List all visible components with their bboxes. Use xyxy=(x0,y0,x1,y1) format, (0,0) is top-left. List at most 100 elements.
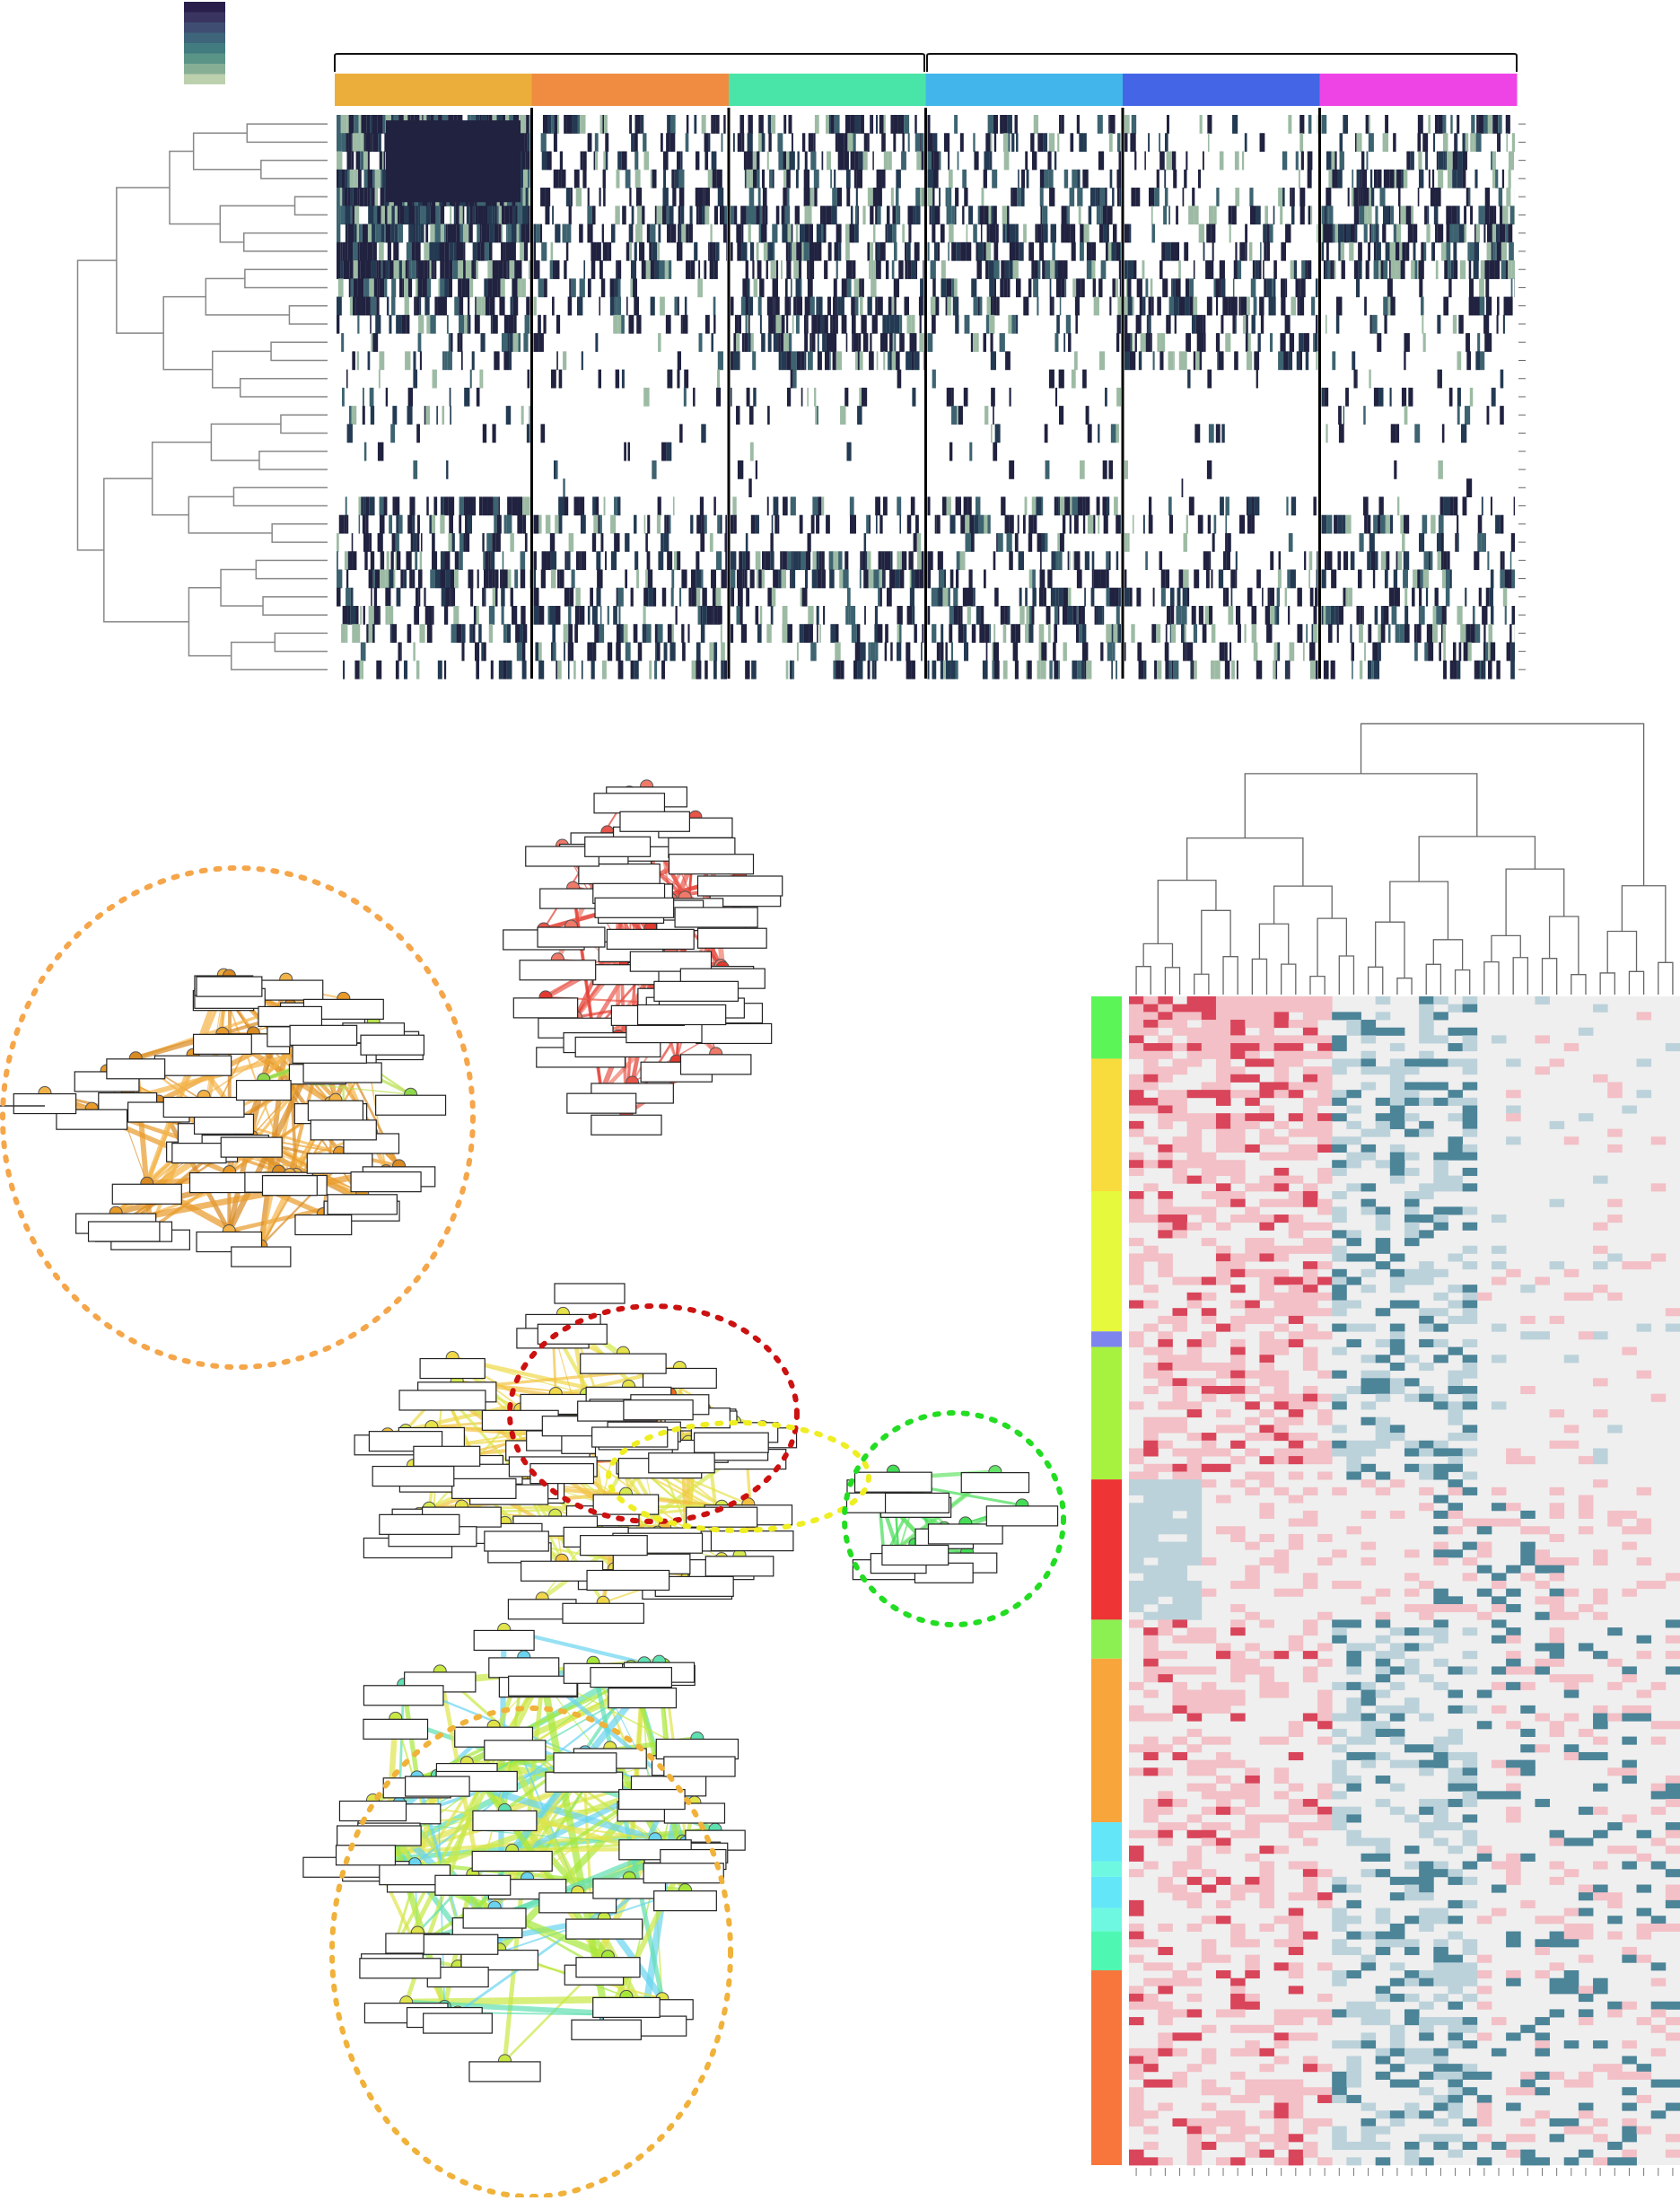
node-label-box xyxy=(664,1757,735,1776)
heatmap-cell xyxy=(1016,133,1018,152)
heatmap-cell xyxy=(1258,260,1261,279)
heatmap-cell xyxy=(810,642,816,661)
heatmap-cell xyxy=(523,333,528,352)
heatmap-cell xyxy=(1492,170,1495,189)
heatmap-cell xyxy=(890,642,892,661)
heatmap-cell xyxy=(1285,315,1291,334)
heatmap-cell xyxy=(1216,188,1219,206)
node-label-box xyxy=(669,855,753,874)
heatmap-cell xyxy=(1090,188,1095,206)
heatmap-cell xyxy=(1396,624,1400,643)
heatmap-cell xyxy=(717,515,721,534)
heatmap-cell xyxy=(738,460,743,479)
heatmap-cell xyxy=(741,297,745,316)
heatmap-cell xyxy=(1317,1004,1333,1013)
heatmap-cell xyxy=(1463,1153,1478,1161)
heatmap-cell xyxy=(749,188,755,206)
heatmap-cell xyxy=(543,315,546,334)
heatmap-cell xyxy=(392,406,397,425)
heatmap-cell xyxy=(1248,496,1253,515)
heatmap-cell xyxy=(1060,297,1062,316)
heatmap-cell xyxy=(1216,1144,1231,1153)
heatmap-cell xyxy=(406,315,409,334)
heatmap-cell xyxy=(1495,515,1501,534)
heatmap-cell xyxy=(441,224,444,243)
heatmap-cell xyxy=(826,115,829,134)
heatmap-cell xyxy=(472,351,475,370)
heatmap-cell xyxy=(667,115,670,134)
heatmap-cell xyxy=(802,588,808,607)
heatmap-cell xyxy=(582,661,583,680)
heatmap-cell xyxy=(968,569,972,588)
heatmap-cell xyxy=(1247,297,1250,316)
heatmap-cell xyxy=(993,297,996,316)
heatmap-cell xyxy=(1419,1051,1434,1059)
heatmap-cell xyxy=(658,333,661,352)
node-label-box xyxy=(337,1826,421,1846)
heatmap-cell xyxy=(958,152,959,171)
heatmap-cell xyxy=(610,297,615,316)
heatmap-cell xyxy=(1149,315,1151,334)
heatmap-cell xyxy=(1131,624,1134,643)
heatmap-cell xyxy=(867,297,871,316)
heatmap-cell xyxy=(757,624,762,643)
heatmap-cell xyxy=(1041,642,1046,661)
heatmap-cell xyxy=(1246,333,1248,352)
legend-swatch xyxy=(184,13,225,23)
heatmap-cell xyxy=(1303,1028,1318,1036)
node-label-box xyxy=(469,2062,540,2082)
heatmap-cell xyxy=(1291,297,1296,316)
heatmap-cell xyxy=(469,624,472,643)
heatmap-cell xyxy=(1200,333,1203,352)
heatmap-cell xyxy=(1478,206,1483,224)
heatmap-cell xyxy=(341,206,346,224)
heatmap-cell xyxy=(529,206,530,224)
heatmap-cell xyxy=(1157,170,1159,189)
heatmap-cell xyxy=(766,260,768,279)
heatmap-cell xyxy=(1303,1106,1318,1114)
heatmap-cell xyxy=(941,260,946,279)
heatmap-cell xyxy=(1245,1113,1260,1121)
heatmap-cell xyxy=(625,569,627,588)
heatmap-cell xyxy=(957,406,958,425)
heatmap-cell xyxy=(368,351,371,370)
heatmap-cell xyxy=(891,188,894,206)
heatmap-cell xyxy=(372,624,375,643)
heatmap-cell xyxy=(661,661,665,680)
heatmap-cell xyxy=(702,588,706,607)
heatmap-cell xyxy=(1413,569,1417,588)
heatmap-cell xyxy=(713,297,716,316)
heatmap-cell xyxy=(990,333,993,352)
heatmap-cell xyxy=(1010,242,1015,261)
heatmap-cell xyxy=(582,551,586,570)
heatmap-cell xyxy=(1512,260,1515,279)
heatmap-cell xyxy=(1096,606,1098,625)
heatmap-cell xyxy=(1111,242,1116,261)
heatmap-cell xyxy=(608,242,611,261)
heatmap-cell xyxy=(1186,152,1187,171)
heatmap-cell xyxy=(773,569,778,588)
heatmap-cell xyxy=(361,496,363,515)
heatmap-cell xyxy=(390,551,393,570)
heatmap-cell xyxy=(814,188,817,206)
heatmap-cell xyxy=(473,242,477,261)
heatmap-cell xyxy=(1480,351,1484,370)
heatmap-cell xyxy=(1161,242,1165,261)
heatmap-cell xyxy=(1001,496,1005,515)
heatmap-cell xyxy=(1124,315,1127,334)
heatmap-cell xyxy=(793,260,799,279)
heatmap-cell xyxy=(1274,1012,1290,1020)
heatmap-cell xyxy=(897,642,901,661)
heatmap-cell xyxy=(1158,996,1173,1004)
heatmap-cell xyxy=(517,515,522,534)
heatmap-cell xyxy=(850,224,855,243)
heatmap-cell xyxy=(446,460,448,479)
heatmap-cell xyxy=(958,606,961,625)
heatmap-cell xyxy=(483,642,486,661)
heatmap-cell xyxy=(1471,115,1474,134)
heatmap-cell xyxy=(1182,606,1187,625)
node-label-box xyxy=(452,1478,516,1498)
heatmap-cell xyxy=(491,661,494,680)
heatmap-cell xyxy=(964,642,968,661)
heatmap-cell xyxy=(1058,496,1060,515)
